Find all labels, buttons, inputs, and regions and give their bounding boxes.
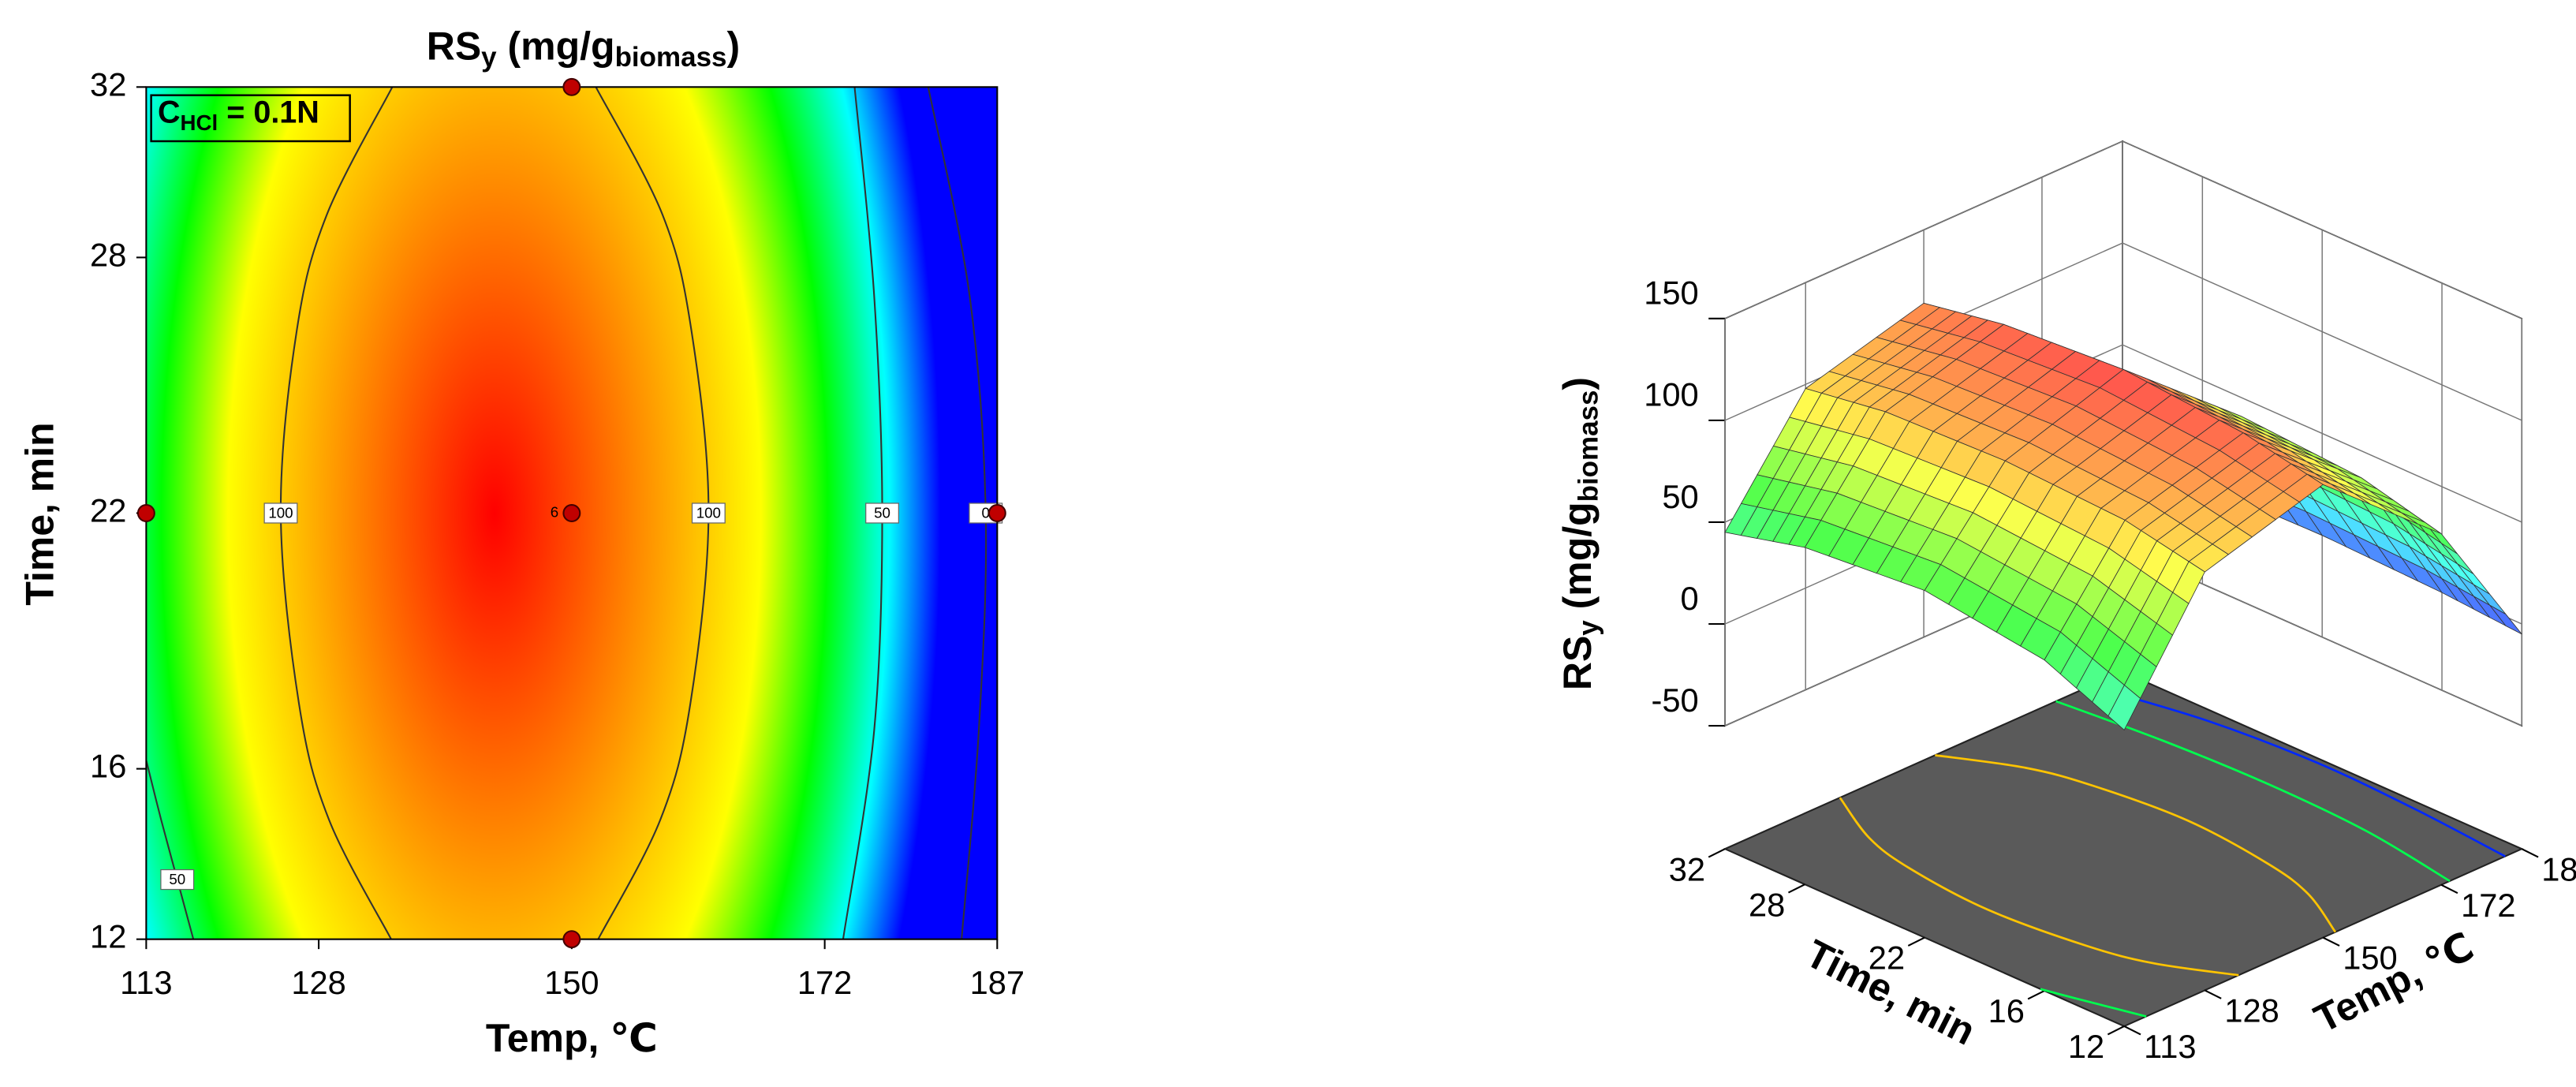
z-tick-label: 150	[1644, 275, 1698, 312]
contour-label: 100	[268, 504, 293, 521]
contour-label-box	[691, 502, 726, 524]
z-tick-label: -50	[1652, 682, 1699, 719]
x-axis-label: Temp, ℃	[486, 1016, 658, 1060]
contour-label-box	[263, 502, 298, 524]
y-tick-label: 28	[90, 236, 126, 273]
x-tick-label: 187	[2541, 850, 2576, 887]
x-tick	[2123, 1025, 2141, 1036]
contour-label: 50	[874, 504, 890, 521]
floor-contour	[2089, 685, 2506, 857]
x-tick-label: 128	[291, 964, 345, 1001]
x-tick	[2440, 883, 2458, 895]
design-point	[987, 504, 1006, 522]
y-tick	[1907, 936, 1925, 947]
text-part: y	[1573, 620, 1603, 636]
text-part: = 0.1N	[218, 95, 319, 130]
text-part: (mg/g	[1555, 502, 1600, 620]
design-point	[562, 504, 581, 522]
z-tick-label: 100	[1644, 376, 1698, 413]
text-part: HCl	[181, 111, 218, 136]
x-tick	[2521, 848, 2539, 858]
x-tick	[2322, 936, 2340, 947]
y-tick-label: 16	[90, 748, 126, 785]
y-tick-label: 12	[2068, 1028, 2104, 1065]
y-tick-label: 16	[1988, 992, 2025, 1029]
text-part: )	[726, 24, 740, 69]
x-tick	[2204, 989, 2222, 999]
text-part: y	[481, 42, 497, 73]
text-part: RS	[427, 24, 481, 69]
floor-contour	[2040, 988, 2147, 1018]
design-point	[136, 504, 155, 522]
text-part: (mg/g	[497, 24, 615, 69]
x-tick-label: 113	[2144, 1028, 2196, 1065]
surface-chart: -500501001501131281501721871216222832Tim…	[1555, 140, 2576, 1065]
y-tick-label: 32	[1669, 850, 1705, 887]
text-part: C	[158, 95, 181, 130]
text-part: RS	[1555, 636, 1600, 690]
z-axis-label: RSy (mg/gbiomass)	[1555, 377, 1604, 690]
contour-chart: 100 100 50 50 0 113 128 150 172 187 12 16 22 28 32 6 Tem…	[17, 24, 1025, 1060]
text-part: )	[1555, 377, 1600, 390]
point-label: 6	[551, 503, 558, 520]
contour-line	[146, 760, 195, 939]
x-tick-label: 172	[2461, 887, 2515, 924]
floor-contour	[1839, 797, 2239, 977]
y-tick	[1708, 848, 1726, 858]
contour-label-box	[160, 868, 195, 891]
y-tick-label: 28	[1749, 886, 1785, 923]
contour-label-box	[865, 502, 899, 524]
annotation-box	[150, 94, 351, 143]
design-point	[562, 77, 581, 96]
text-part: biomass	[615, 42, 727, 73]
annotation: CHCl = 0.1N	[158, 95, 319, 135]
floor-contour	[1935, 754, 2337, 933]
x-tick-label: 128	[2224, 992, 2279, 1029]
text-part: biomass	[1573, 390, 1603, 502]
contour-label: 0	[982, 504, 990, 521]
x-tick-label: 187	[970, 964, 1025, 1001]
contour-label: 50	[169, 871, 185, 887]
x-tick-label: 150	[544, 964, 599, 1001]
x-tick-label: 113	[120, 964, 172, 1001]
z-tick-label: 50	[1662, 478, 1698, 515]
surface-patch	[2107, 684, 2141, 731]
z-tick-label: 0	[1681, 580, 1699, 617]
y-tick-label: 12	[90, 918, 126, 955]
y-tick	[2107, 1025, 2125, 1036]
y-tick	[1787, 883, 1805, 894]
y-tick-label: 22	[1869, 939, 1905, 977]
chart-title: RSy (mg/gbiomass)	[427, 24, 740, 73]
y-tick	[2027, 990, 2045, 1000]
y-tick-label: 22	[90, 491, 126, 529]
y-axis-label: Time, min	[17, 422, 62, 605]
contour-label: 100	[696, 504, 721, 521]
y-tick-label: 32	[90, 65, 126, 103]
x-tick-label: 172	[797, 964, 852, 1001]
x-tick-label: 150	[2343, 939, 2397, 977]
design-point	[562, 930, 581, 949]
